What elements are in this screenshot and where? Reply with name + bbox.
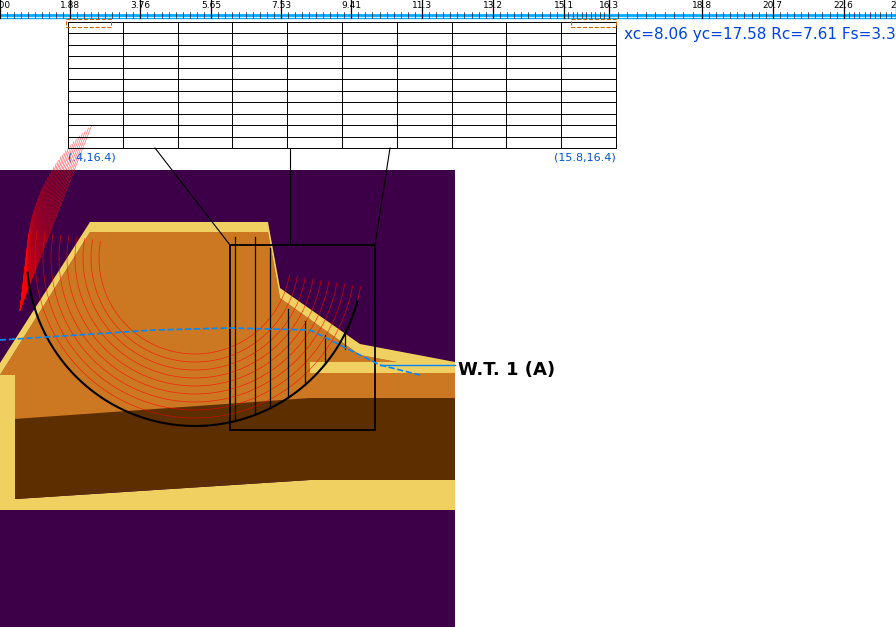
Bar <box>571 19 616 27</box>
Polygon shape <box>310 362 455 373</box>
Text: xc=8.06 yc=17.58 Rc=7.61 Fs=3.34: xc=8.06 yc=17.58 Rc=7.61 Fs=3.34 <box>624 26 896 41</box>
Text: (15.8,16.4): (15.8,16.4) <box>555 152 616 162</box>
Text: 22.6: 22.6 <box>834 1 854 10</box>
Polygon shape <box>0 480 455 510</box>
Text: (.4,16.4): (.4,16.4) <box>68 152 116 162</box>
Text: 18.8: 18.8 <box>692 1 712 10</box>
Text: 13.2: 13.2 <box>483 1 503 10</box>
Text: 24: 24 <box>891 1 896 10</box>
Polygon shape <box>0 375 15 500</box>
Text: 20.7: 20.7 <box>762 1 783 10</box>
Polygon shape <box>310 398 455 480</box>
Polygon shape <box>0 232 455 420</box>
Polygon shape <box>0 232 455 500</box>
Text: 1.88: 1.88 <box>60 1 81 10</box>
Text: 7.53: 7.53 <box>271 1 291 10</box>
Text: 16.3: 16.3 <box>599 1 618 10</box>
Text: 15.1: 15.1 <box>554 1 573 10</box>
Text: 5.65: 5.65 <box>201 1 221 10</box>
Text: 9.41: 9.41 <box>341 1 361 10</box>
Polygon shape <box>0 222 455 375</box>
Text: 0.00: 0.00 <box>0 1 10 10</box>
Polygon shape <box>310 480 455 500</box>
Text: 11.3: 11.3 <box>412 1 432 10</box>
Text: 3.76: 3.76 <box>130 1 151 10</box>
Polygon shape <box>0 170 455 627</box>
Bar <box>66 19 111 27</box>
Bar <box>230 245 375 430</box>
Text: W.T. 1 (A): W.T. 1 (A) <box>458 361 556 379</box>
Polygon shape <box>310 373 455 398</box>
